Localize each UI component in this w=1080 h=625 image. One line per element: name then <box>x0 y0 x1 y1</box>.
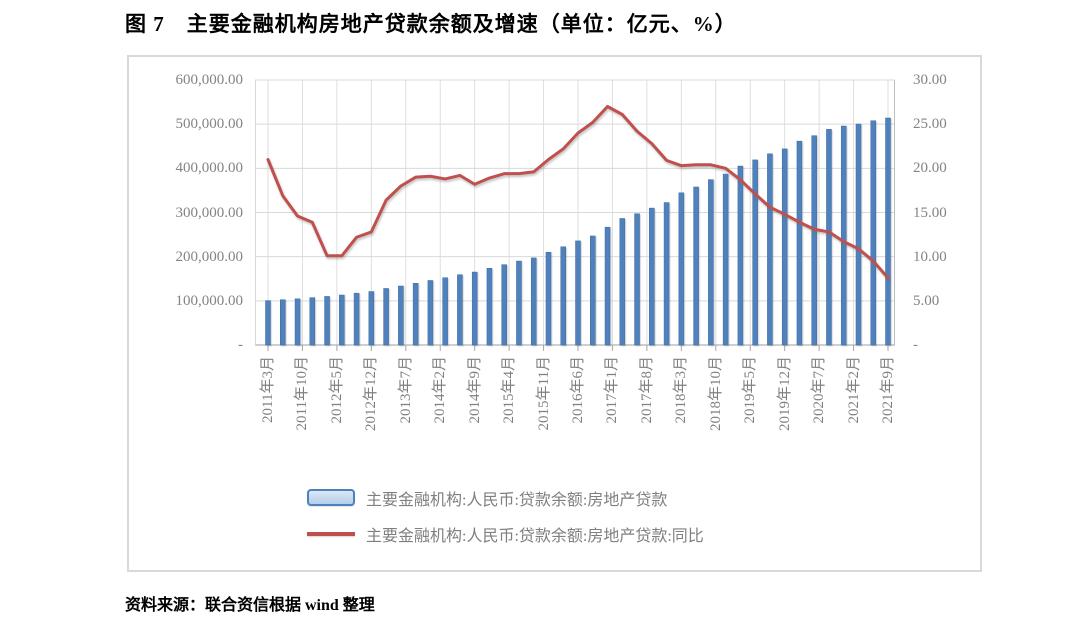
bar <box>368 291 375 346</box>
chart-title: 图 7 主要金融机构房地产贷款余额及增速（单位：亿元、%） <box>125 12 737 36</box>
legend: 主要金融机构:人民币:贷款余额:房地产贷款 主要金融机构:人民币:贷款余额:房地… <box>307 485 704 546</box>
bar <box>826 129 832 346</box>
bar <box>663 202 670 346</box>
bar <box>501 264 507 346</box>
bar <box>383 288 389 346</box>
bar <box>693 186 699 346</box>
x-tick-label: 2018年10月 <box>707 356 724 432</box>
bar <box>530 257 537 346</box>
right-axis-tick-label: 25.00 <box>913 116 947 133</box>
bar-series <box>265 117 891 346</box>
bar <box>885 117 891 346</box>
bar <box>486 268 493 346</box>
bar <box>870 120 876 346</box>
bar-series-swatch-icon <box>307 489 355 506</box>
right-axis-tick-label: 5.00 <box>913 292 940 309</box>
plot-canvas <box>255 79 895 351</box>
bar <box>796 140 803 346</box>
x-tick-label: 2017年8月 <box>638 356 655 424</box>
x-tick-label: 2019年5月 <box>742 356 759 424</box>
bar <box>708 179 714 346</box>
bar <box>442 277 448 346</box>
bar <box>353 292 360 346</box>
left-axis-tick-label: 400,000.00 <box>175 160 244 177</box>
left-axis-tick-label: 300,000.00 <box>175 204 244 221</box>
bar <box>398 285 404 346</box>
bar <box>752 159 758 346</box>
legend-item-balance: 主要金融机构:人民币:贷款余额:房地产贷款 <box>307 485 704 510</box>
bar <box>811 135 817 346</box>
bar <box>265 300 271 346</box>
bar <box>457 274 463 346</box>
x-tick-label: 2018年3月 <box>673 356 690 424</box>
bar <box>280 299 286 346</box>
x-tick-label: 2017年1月 <box>604 356 621 424</box>
bar <box>590 235 596 346</box>
bar <box>604 226 611 346</box>
bar <box>294 298 301 346</box>
bar <box>781 148 788 346</box>
x-tick-label: 2011年10月 <box>294 356 311 431</box>
right-axis-tick-label: 10.00 <box>913 248 947 265</box>
x-tick-label: 2014年2月 <box>432 356 449 424</box>
x-tick-label: 2011年3月 <box>260 356 276 423</box>
left-axis-tick-label: 100,000.00 <box>175 292 244 309</box>
bar <box>339 294 345 346</box>
yoy-line <box>266 105 890 280</box>
bar <box>678 192 685 346</box>
source-note: 资料来源：联合资信根据 wind 整理 <box>125 597 375 614</box>
chart-area: 600,000.00 500,000.00 400,000.00 300,000.00… <box>127 55 982 572</box>
left-axis-tick-label: 200,000.00 <box>175 248 244 265</box>
x-tick-label: 2021年9月 <box>880 356 896 424</box>
x-tick-marks <box>267 345 889 351</box>
x-tick-label: 2012年5月 <box>328 356 345 424</box>
bar <box>840 125 847 346</box>
left-axis-tick-label: - <box>238 337 243 353</box>
line-series-label: 主要金融机构:人民币:贷款余额:房地产贷款:同比 <box>366 527 704 545</box>
bar <box>575 240 581 346</box>
bar <box>737 165 744 346</box>
bar <box>412 283 419 346</box>
x-tick-label: 2016年6月 <box>570 356 586 424</box>
legend-item-yoy: 主要金融机构:人民币:贷款余额:房地产贷款:同比 <box>307 521 704 546</box>
horizontal-gridlines <box>255 79 895 346</box>
x-tick-label: 2019年12月 <box>776 356 793 432</box>
bar <box>545 251 552 346</box>
bar <box>471 271 478 346</box>
right-axis-tick-label: 30.00 <box>913 72 947 88</box>
bar <box>634 213 640 346</box>
bar <box>767 153 773 346</box>
right-axis-tick-label: 20.00 <box>913 160 947 177</box>
left-axis-tick-label: 500,000.00 <box>175 116 244 133</box>
right-axis-tick-label: 15.00 <box>913 204 947 221</box>
line-series-swatch-icon <box>307 531 355 536</box>
bar <box>619 218 626 346</box>
x-tick-label: 2013年7月 <box>397 356 414 424</box>
left-axis-tick-label: 600,000.00 <box>175 72 244 88</box>
x-tick-label: 2021年2月 <box>845 356 862 424</box>
bar <box>560 246 566 346</box>
bar <box>649 207 655 346</box>
x-tick-label: 2015年11月 <box>535 356 552 431</box>
bar <box>855 123 862 346</box>
x-tick-label: 2012年12月 <box>363 356 380 432</box>
bar <box>324 296 330 346</box>
x-tick-label: 2014年9月 <box>466 356 483 424</box>
x-tick-label: 2015年4月 <box>501 356 518 424</box>
bar <box>427 280 434 346</box>
bar <box>722 173 729 346</box>
bar-series-label: 主要金融机构:人民币:贷款余额:房地产贷款 <box>366 491 668 509</box>
bar <box>309 297 316 346</box>
x-tick-label: 2020年7月 <box>811 356 828 424</box>
bar <box>516 260 522 346</box>
right-axis-tick-label: - <box>913 337 918 353</box>
